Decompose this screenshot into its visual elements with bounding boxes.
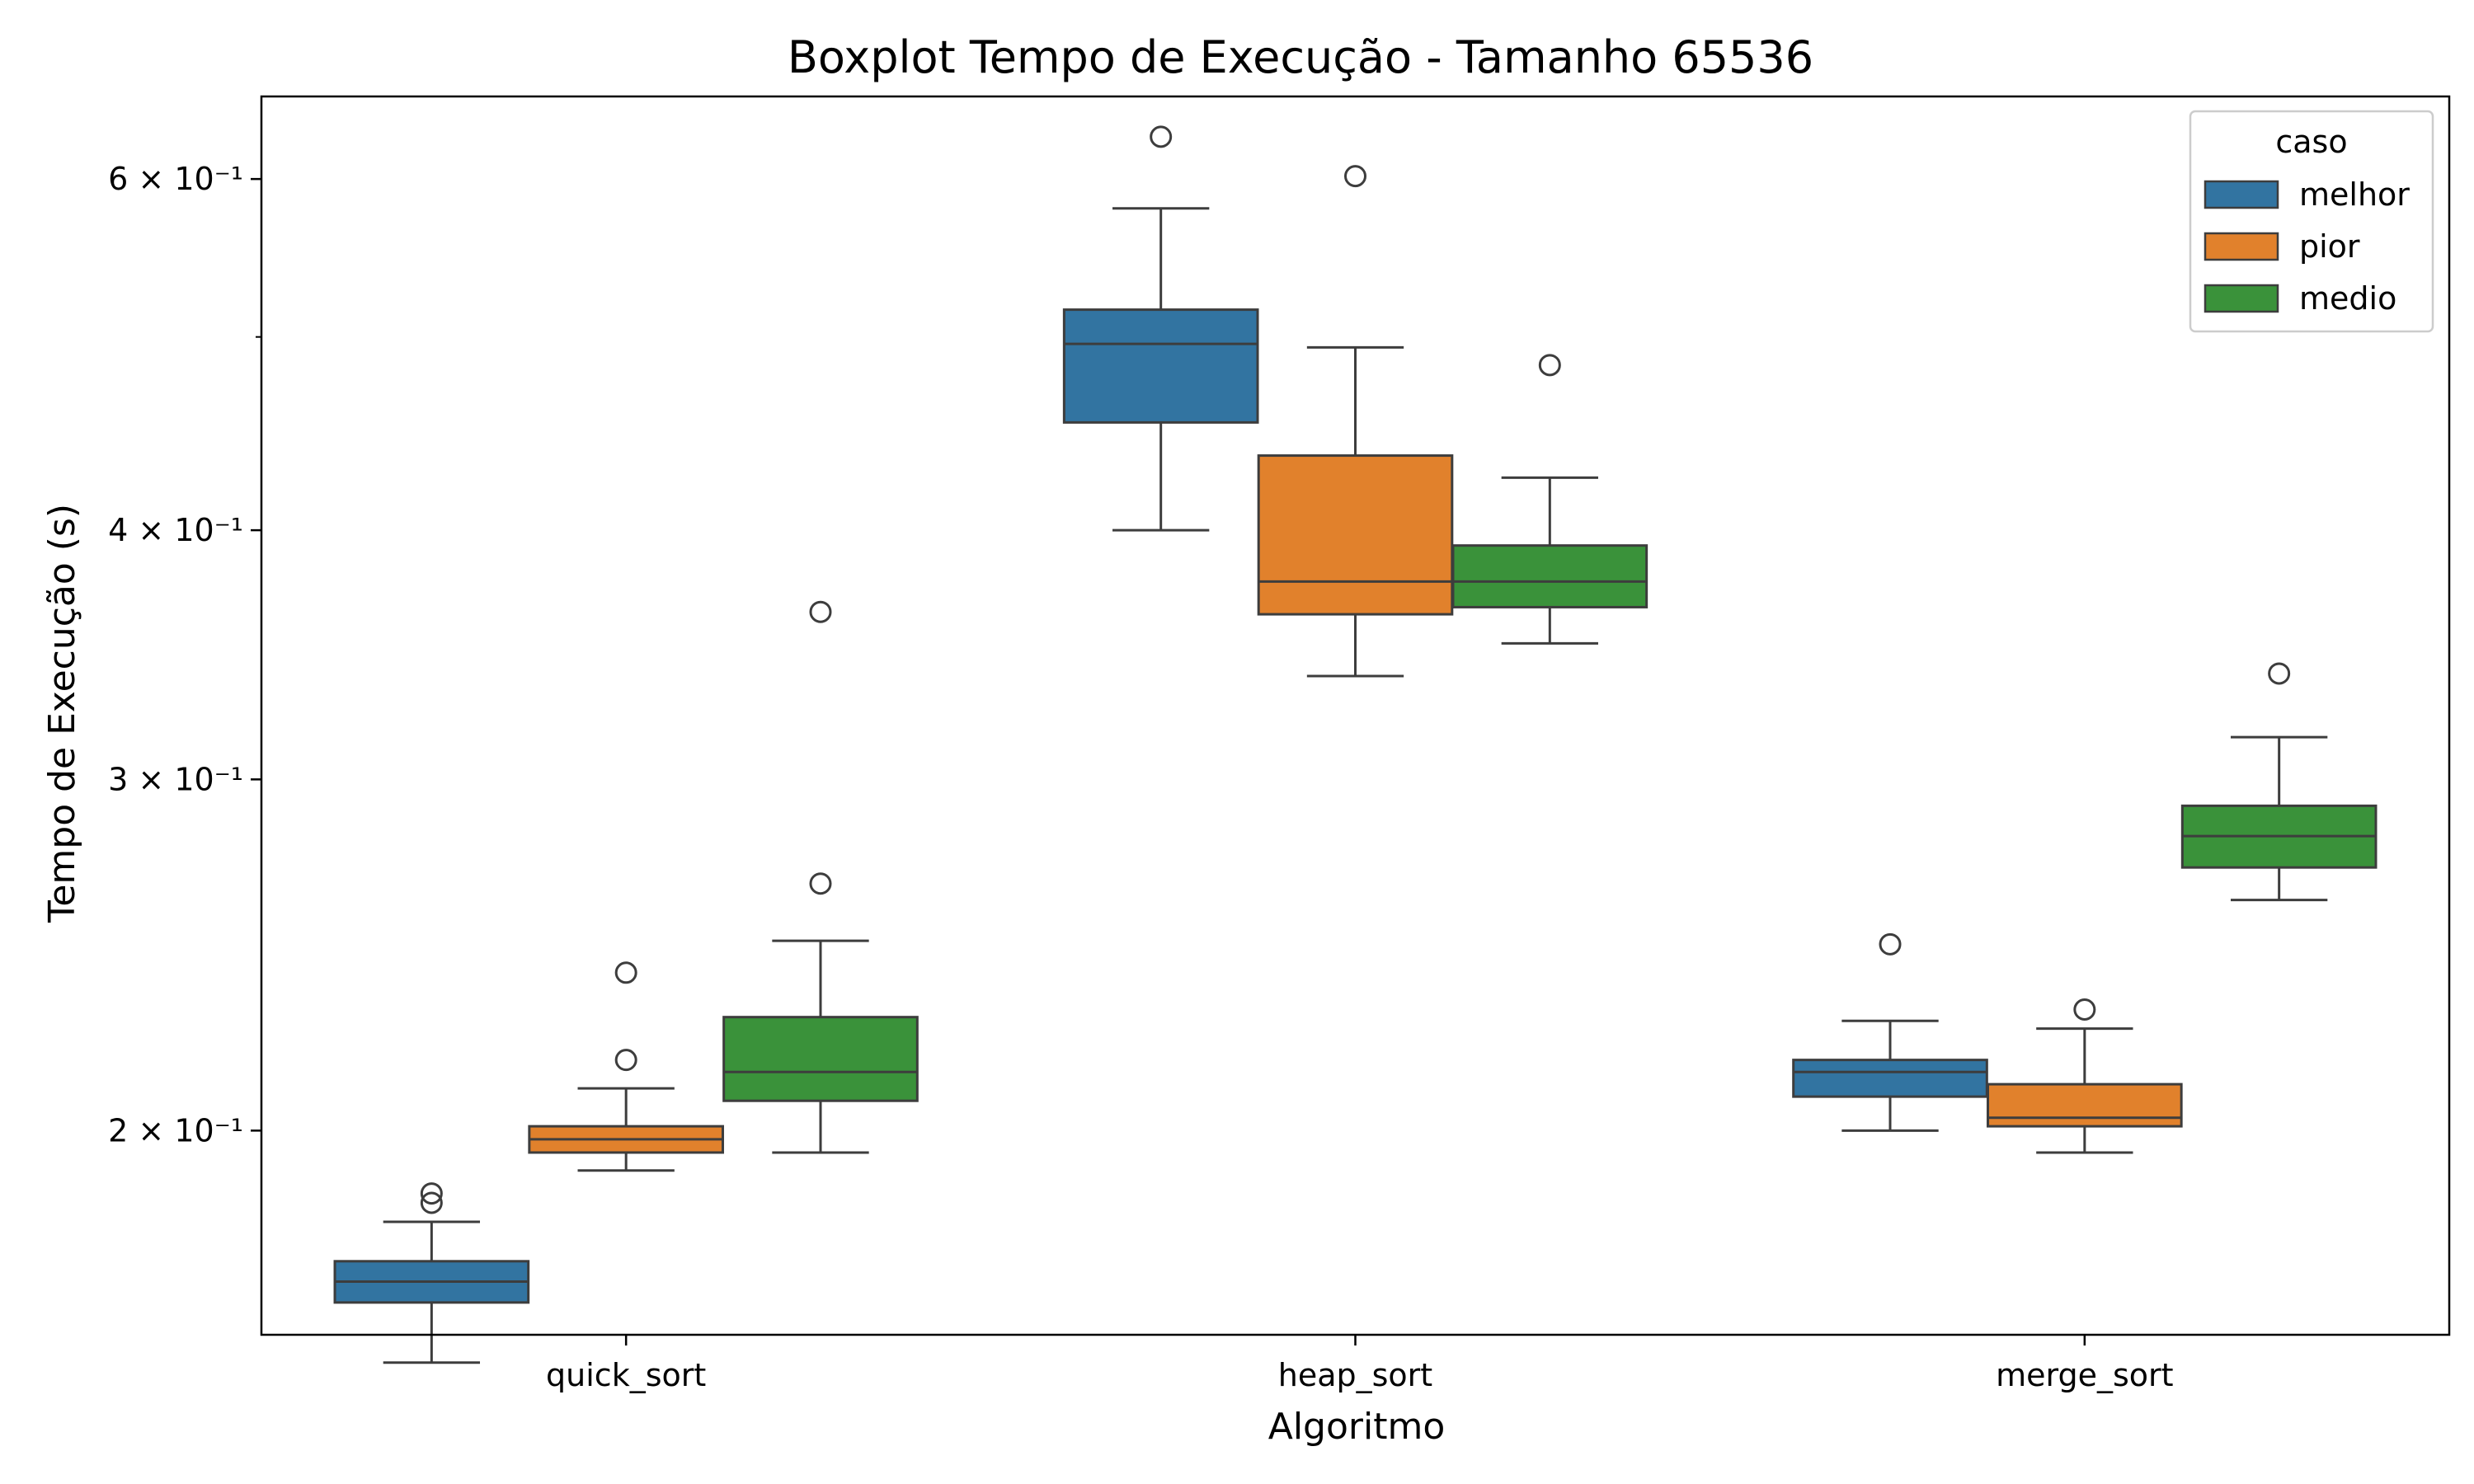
- outlier-point: [420, 1182, 443, 1205]
- box-pior-merge_sort: [1987, 998, 2183, 1154]
- legend-title: caso: [2275, 124, 2347, 160]
- legend-label-melhor: melhor: [2299, 176, 2410, 213]
- box-medio-quick_sort: [722, 600, 919, 1154]
- x-tick-label: heap_sort: [1278, 1357, 1432, 1393]
- box-body: [1792, 1059, 1988, 1098]
- box-melhor-merge_sort: [1792, 932, 1988, 1132]
- y-tick-label: 2 × 10⁻¹: [108, 1112, 243, 1148]
- legend: caso melhor pior medio: [2189, 110, 2434, 333]
- outlier-point: [614, 1049, 637, 1072]
- box-medio-heap_sort: [1451, 354, 1649, 645]
- x-tick-label: quick_sort: [546, 1357, 706, 1393]
- axes: 2 × 10⁻¹ 3 × 10⁻¹ 4 × 10⁻¹ 6 × 10⁻¹ quick_so…: [108, 161, 2173, 1393]
- outlier-point: [809, 600, 832, 623]
- outlier-point: [1538, 354, 1561, 377]
- box-body: [1987, 1082, 2183, 1128]
- plot-area: [333, 125, 2378, 1364]
- y-tick-label: 6 × 10⁻¹: [108, 161, 243, 197]
- legend-swatch-pior: [2204, 232, 2279, 261]
- outlier-point: [1150, 125, 1173, 148]
- box-body: [1451, 544, 1649, 608]
- legend-box: [2189, 110, 2434, 333]
- box-body: [1257, 454, 1454, 616]
- box-melhor-quick_sort: [333, 1182, 530, 1364]
- x-axis-label: Algoritmo: [1268, 1406, 1446, 1448]
- outlier-point: [420, 1191, 443, 1214]
- chart-title: Boxplot Tempo de Execução - Tamanho 6553…: [788, 31, 1813, 83]
- box-pior-heap_sort: [1257, 165, 1454, 678]
- outlier-point: [614, 961, 637, 984]
- outlier-point: [1344, 165, 1366, 188]
- legend-swatch-melhor: [2204, 180, 2279, 209]
- y-tick-label: 3 × 10⁻¹: [108, 761, 243, 797]
- box-body: [722, 1016, 919, 1102]
- box-body: [1062, 308, 1259, 424]
- box-medio-merge_sort: [2180, 662, 2378, 902]
- y-axis-label: Tempo de Execução (s): [41, 504, 83, 923]
- y-tick-label: 4 × 10⁻¹: [108, 512, 243, 548]
- outlier-point: [1879, 932, 1902, 956]
- legend-label-medio: medio: [2299, 280, 2396, 317]
- legend-swatch-medio: [2204, 284, 2279, 313]
- legend-label-pior: pior: [2299, 228, 2360, 265]
- x-tick-label: merge_sort: [1996, 1357, 2173, 1393]
- box-melhor-heap_sort: [1062, 125, 1259, 532]
- outlier-point: [2073, 998, 2096, 1021]
- outlier-point: [2268, 662, 2291, 685]
- box-pior-quick_sort: [528, 961, 724, 1172]
- outlier-point: [809, 872, 832, 895]
